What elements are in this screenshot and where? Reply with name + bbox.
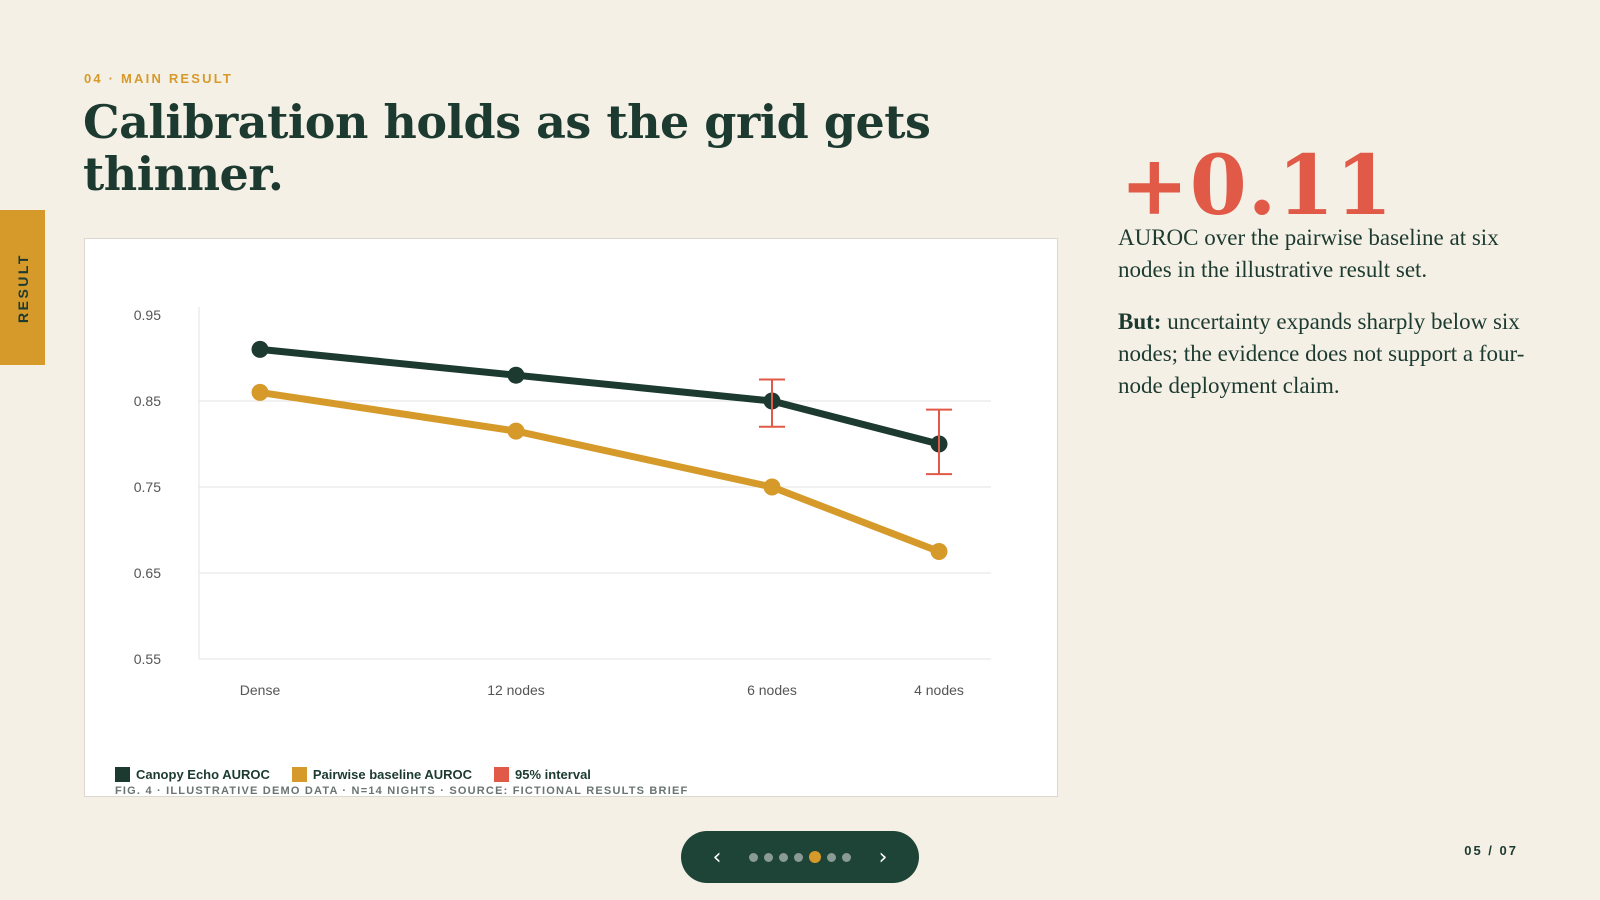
legend-item-baseline: Pairwise baseline AUROC — [291, 767, 473, 782]
legend-item-canopy: Canopy Echo AUROC — [115, 767, 270, 782]
slide-dot[interactable] — [827, 852, 836, 862]
data-point — [507, 422, 525, 440]
slide-dot[interactable] — [749, 852, 758, 862]
slide-dot[interactable] — [809, 851, 821, 863]
x-tick-label: 6 nodes — [747, 682, 797, 698]
chevron-right-icon[interactable]: › — [878, 844, 888, 870]
side-section-tab: RESULT — [0, 210, 45, 365]
legend-label: Canopy Echo AUROC — [136, 767, 270, 782]
caveat-text: But: uncertainty expands sharply below s… — [1118, 306, 1558, 402]
stat-description: AUROC over the pairwise baseline at six … — [1118, 225, 1499, 282]
side-section-tab-label: RESULT — [14, 252, 31, 323]
x-tick-label: Dense — [240, 682, 281, 698]
section-eyebrow: 04 · MAIN RESULT — [84, 71, 234, 86]
x-tick-label: 12 nodes — [487, 682, 545, 698]
data-point — [507, 366, 525, 384]
y-tick-label: 0.65 — [134, 565, 161, 581]
y-tick-label: 0.55 — [134, 651, 161, 667]
data-point — [763, 478, 781, 496]
series-line — [256, 345, 943, 448]
data-point — [251, 340, 269, 358]
legend-label: Pairwise baseline AUROC — [312, 767, 473, 782]
chart-legend: Canopy Echo AUROC Pairwise baseline AURO… — [115, 767, 591, 782]
y-tick-label: 0.85 — [134, 393, 161, 409]
headline-stat: +0.11 — [1120, 138, 1394, 234]
slide-dot[interactable] — [842, 852, 851, 862]
legend-swatch — [291, 767, 307, 782]
chart-card: 0.95 0.85 0.75 0.65 0.55 Dense 12 nodes 6 nodes… — [84, 238, 1058, 797]
slide-title: Calibration holds as the grid gets thinn… — [83, 95, 931, 201]
caveat-lead: But: — [1118, 309, 1162, 334]
figure-caption: FIG. 4 · ILLUSTRATIVE DEMO DATA · N=14 N… — [115, 785, 689, 797]
legend-swatch — [115, 767, 130, 782]
x-tick-label: 4 nodes — [914, 682, 964, 698]
slide-dot[interactable] — [779, 852, 788, 862]
slide-dots — [749, 851, 851, 863]
chevron-left-icon[interactable]: ‹ — [712, 844, 722, 870]
series-line — [256, 388, 943, 555]
slide-dot[interactable] — [764, 852, 773, 862]
y-tick-label: 0.95 — [134, 307, 161, 323]
legend-label: 95% interval — [515, 767, 591, 782]
data-point — [930, 543, 948, 560]
legend-item-interval: 95% interval — [494, 767, 591, 782]
legend-swatch — [494, 767, 510, 782]
data-point — [251, 383, 269, 401]
caveat-body: uncertainty expands sharply below six no… — [1118, 309, 1525, 398]
line-chart: 0.95 0.85 0.75 0.65 0.55 Dense 12 nodes 6 nodes… — [134, 307, 991, 698]
y-tick-label: 0.75 — [134, 479, 161, 495]
page-counter: 05 / 07 — [1464, 843, 1518, 858]
slide-navigation: ‹ › — [681, 831, 919, 883]
slide-dot[interactable] — [794, 852, 803, 862]
